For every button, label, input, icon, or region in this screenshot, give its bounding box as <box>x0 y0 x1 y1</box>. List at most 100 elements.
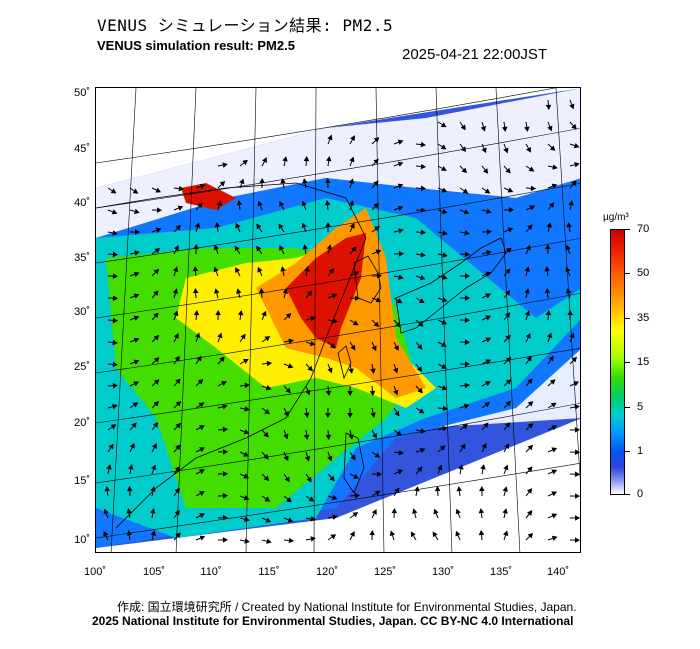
wind-arrow-head <box>112 295 119 302</box>
wind-arrow-head <box>285 313 292 319</box>
coastline-japan <box>395 237 507 334</box>
colorbar-tickmark <box>625 318 630 319</box>
wind-arrow-head <box>485 337 492 343</box>
lat-label-40: 40˚ <box>74 197 90 209</box>
wind-arrow-head <box>504 312 511 318</box>
wind-arrow-head <box>369 529 375 536</box>
wind-arrow-head <box>195 332 201 339</box>
coastline-philippines <box>343 432 365 494</box>
wind-arrow-head <box>153 268 160 275</box>
wind-arrow-head <box>374 452 381 458</box>
wind-arrow-head <box>175 378 181 385</box>
wind-arrow-head <box>486 250 492 256</box>
wind-arrow-head <box>155 187 162 193</box>
wind-arrow-head <box>442 230 448 236</box>
wind-arrow-head <box>129 442 135 449</box>
very-high-region-nw <box>181 183 236 210</box>
wind-arrow-head <box>309 340 316 347</box>
wind-arrow-head <box>131 422 137 429</box>
wind-arrow-head <box>398 274 404 280</box>
wind-arrow-head <box>545 309 552 316</box>
wind-arrow-head <box>398 250 405 257</box>
wind-arrow-head <box>391 507 398 514</box>
wind-arrow-head <box>524 310 531 317</box>
coastline-china <box>96 182 367 529</box>
wind-arrow-head <box>110 424 117 430</box>
wind-arrow-head <box>128 464 134 470</box>
wind-arrow-head <box>235 267 241 273</box>
wind-arrow-head <box>150 530 156 536</box>
lat-label-20: 20˚ <box>74 417 90 429</box>
coastline-taiwan <box>337 345 352 380</box>
wind-arrow-head <box>304 266 310 272</box>
wind-arrow-head <box>258 287 265 294</box>
wind-arrow-head <box>153 334 160 341</box>
wind-arrow-head <box>575 537 580 543</box>
wind-arrow-head <box>347 413 353 419</box>
wind-arrow-head <box>483 422 489 429</box>
wind-arrow-head <box>325 221 331 227</box>
wind-arrow-head <box>257 200 263 207</box>
wind-arrow-head <box>199 491 205 496</box>
wind-arrow-head <box>150 508 156 514</box>
wind-arrow-head <box>349 156 355 163</box>
wind-arrow-head <box>237 310 244 316</box>
wind-arrow-head <box>235 222 241 229</box>
wind-arrow-head <box>420 163 427 170</box>
wind-arrow-head <box>374 490 381 496</box>
wind-arrow-head <box>112 251 119 258</box>
wind-arrow-head <box>244 406 250 412</box>
wind-arrow-head <box>280 266 286 272</box>
wind-arrow-head <box>262 157 267 163</box>
wind-arrow-head <box>440 144 447 150</box>
wind-arrow-head <box>236 288 242 294</box>
wind-arrow-head <box>414 486 420 492</box>
wind-arrow-head <box>304 412 310 418</box>
lon-label-105: 105˚ <box>142 566 166 578</box>
wind-arrow-head <box>571 123 577 130</box>
wind-arrow-head <box>420 185 427 192</box>
lat-label-25: 25˚ <box>74 361 90 373</box>
wind-arrow-head <box>370 368 376 374</box>
colorbar-tickmark <box>625 229 630 230</box>
wind-arrow-head <box>480 464 486 470</box>
wind-arrow-head <box>527 423 534 429</box>
wind-arrow-head <box>257 266 263 273</box>
wind-arrow-head <box>375 297 382 303</box>
wind-arrow-head <box>571 356 578 363</box>
wind-arrow-head <box>304 455 311 462</box>
wind-arrow-head <box>393 367 399 374</box>
wind-arrow-head <box>574 449 580 456</box>
wind-arrow-head <box>350 135 355 141</box>
wind-arrow-head <box>104 486 111 492</box>
wind-arrow-head <box>574 404 580 410</box>
wind-arrow-head <box>288 338 294 344</box>
wind-arrow-head <box>174 487 180 494</box>
wind-arrow-head <box>175 400 182 407</box>
wind-arrow-head <box>110 188 117 194</box>
wind-arrow-head <box>193 243 199 250</box>
wind-arrow-head <box>134 208 140 215</box>
wind-arrow-head <box>286 497 292 503</box>
wind-arrow-head <box>389 530 396 537</box>
wind-arrow-head <box>398 228 404 234</box>
wind-arrow-head <box>243 429 250 435</box>
wind-arrow-head <box>222 492 229 499</box>
wind-arrow-head <box>175 422 182 429</box>
wind-arrow-head <box>527 510 533 516</box>
wind-arrow-head <box>505 379 512 385</box>
wind-arrow-head <box>420 428 426 434</box>
wind-arrow-head <box>199 447 205 453</box>
wind-arrow-head <box>216 200 222 206</box>
wind-arrow-head <box>551 469 558 475</box>
wind-arrow-head <box>303 155 310 162</box>
wind-arrow-head <box>573 381 580 387</box>
wind-arrow-head <box>348 368 354 374</box>
wind-arrow-head <box>222 162 228 168</box>
wind-arrow-head <box>464 382 470 389</box>
wind-arrow-head <box>219 356 225 363</box>
wind-arrow-head <box>244 516 250 522</box>
wind-arrow-head <box>308 496 315 502</box>
wind-arrow-head <box>480 125 487 132</box>
wind-arrow-head <box>194 222 201 229</box>
